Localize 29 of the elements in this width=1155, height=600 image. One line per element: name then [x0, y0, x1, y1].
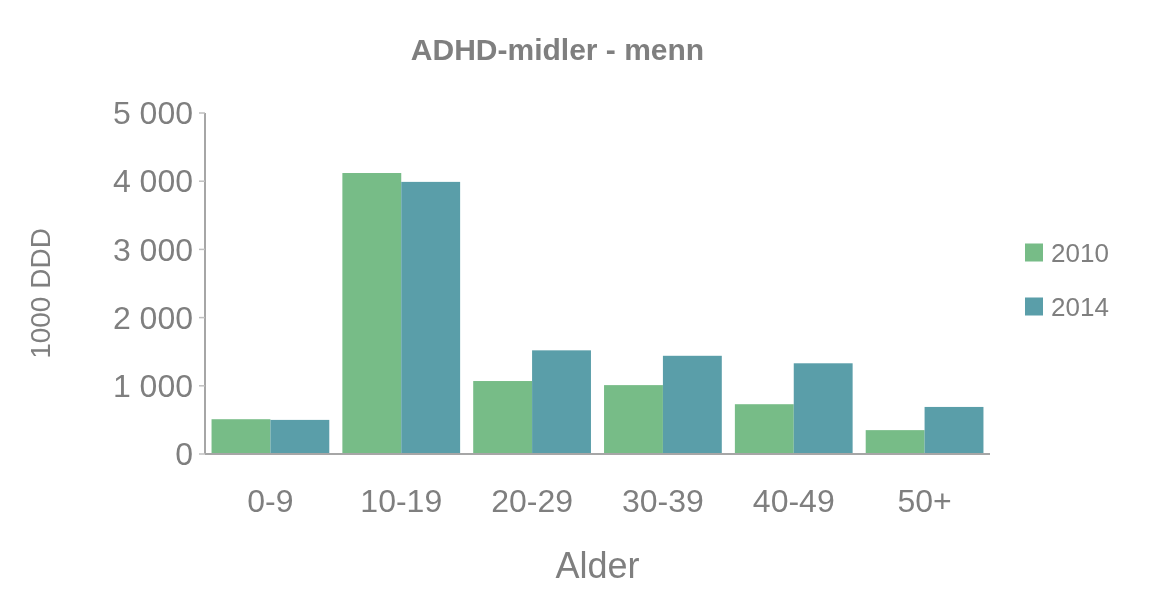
x-tick-label: 10-19 — [360, 483, 443, 519]
bar — [734, 404, 794, 454]
bar — [401, 181, 461, 454]
chart-title: ADHD-midler - menn — [410, 33, 705, 66]
y-tick-label: 4 000 — [112, 163, 193, 200]
bar — [604, 385, 663, 454]
y-tick-label: 2 000 — [112, 299, 193, 336]
bar — [662, 355, 722, 454]
bar — [211, 419, 271, 454]
x-axis-title: Alder — [555, 545, 640, 586]
x-tick-label: 20-29 — [491, 483, 574, 519]
y-tick-label: 3 000 — [112, 231, 193, 268]
y-axis-title: 1000 DDD — [25, 228, 56, 359]
bar — [865, 430, 925, 454]
legend-label: 2014 — [1051, 291, 1109, 322]
bar — [342, 173, 402, 454]
bar — [473, 381, 533, 454]
bar — [532, 350, 591, 454]
bar — [270, 419, 330, 454]
y-tick-label: 5 000 — [112, 95, 193, 132]
x-tick-label: 40-49 — [752, 483, 835, 519]
y-tick-label: 1 000 — [112, 368, 193, 404]
legend-label: 2010 — [1051, 237, 1109, 268]
x-tick-label: 0-9 — [247, 483, 294, 519]
y-tick-label: 0 — [175, 436, 193, 473]
x-tick-label: 30-39 — [621, 483, 704, 519]
bar — [924, 406, 984, 454]
x-tick-label: 50+ — [897, 483, 952, 519]
bar — [793, 363, 853, 454]
